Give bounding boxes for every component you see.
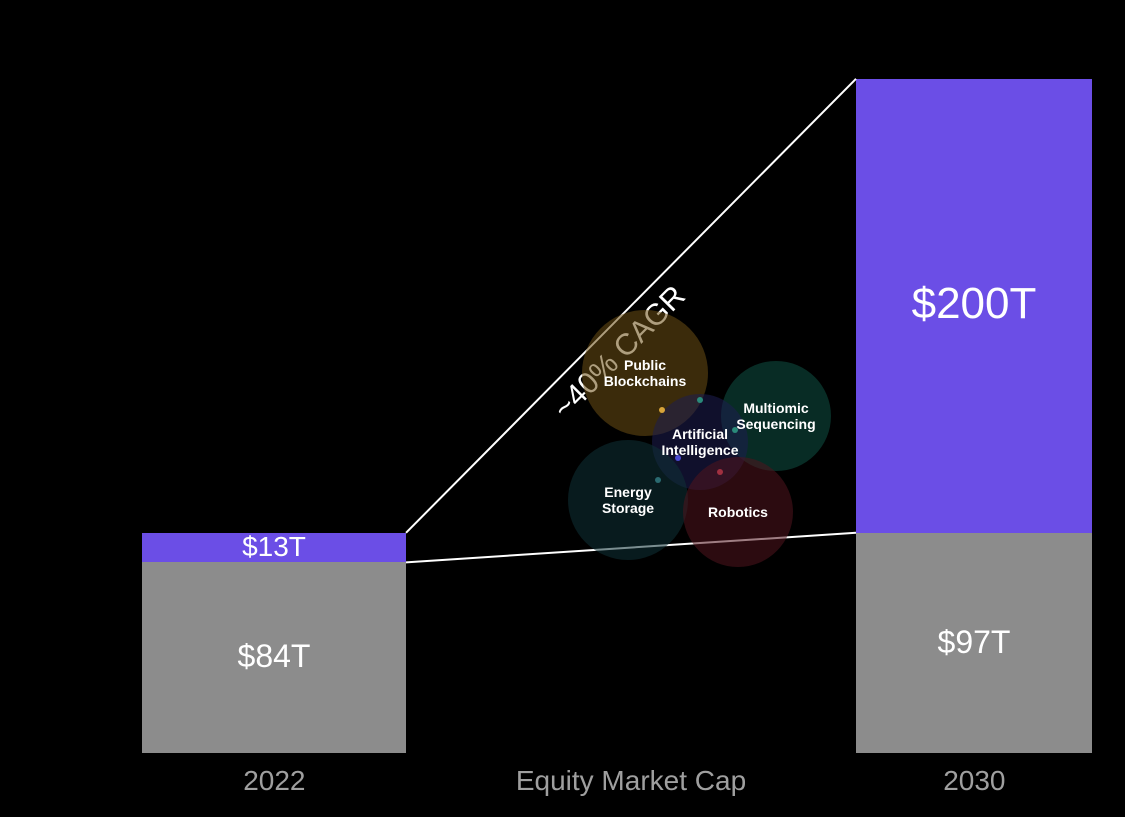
bubble-dot-4: [717, 469, 723, 475]
bubble-dot-5: [655, 477, 661, 483]
bubble-label-public-blockchains: Public Blockchains: [572, 357, 718, 389]
bubble-dot-1: [697, 397, 703, 403]
bubble-label-robotics: Robotics: [673, 504, 803, 520]
bar-segment-right-bottom: $97T: [856, 533, 1092, 753]
bar-value-right-top: $200T: [856, 279, 1092, 329]
axis-year-2030: 2030: [943, 765, 1005, 797]
bar-value-left-top: $13T: [142, 531, 406, 563]
axis-center-label: Equity Market Cap: [500, 765, 762, 797]
bar-value-left-bottom: $84T: [142, 638, 406, 675]
bar-segment-left-top: $13T: [142, 533, 406, 563]
bar-segment-left-bottom: $84T: [142, 562, 406, 753]
bar-value-right-bottom: $97T: [856, 624, 1092, 661]
bubble-dot-0: [659, 407, 665, 413]
bubble-label-artificial-intelligence: Artificial Intelligence: [642, 426, 758, 458]
bar-segment-right-top: $200T: [856, 79, 1092, 533]
equity-market-cap-chart: $84T $13T $97T $200T 2022 2030 Equity Market C…: [0, 0, 1125, 817]
axis-year-2022: 2022: [243, 765, 305, 797]
